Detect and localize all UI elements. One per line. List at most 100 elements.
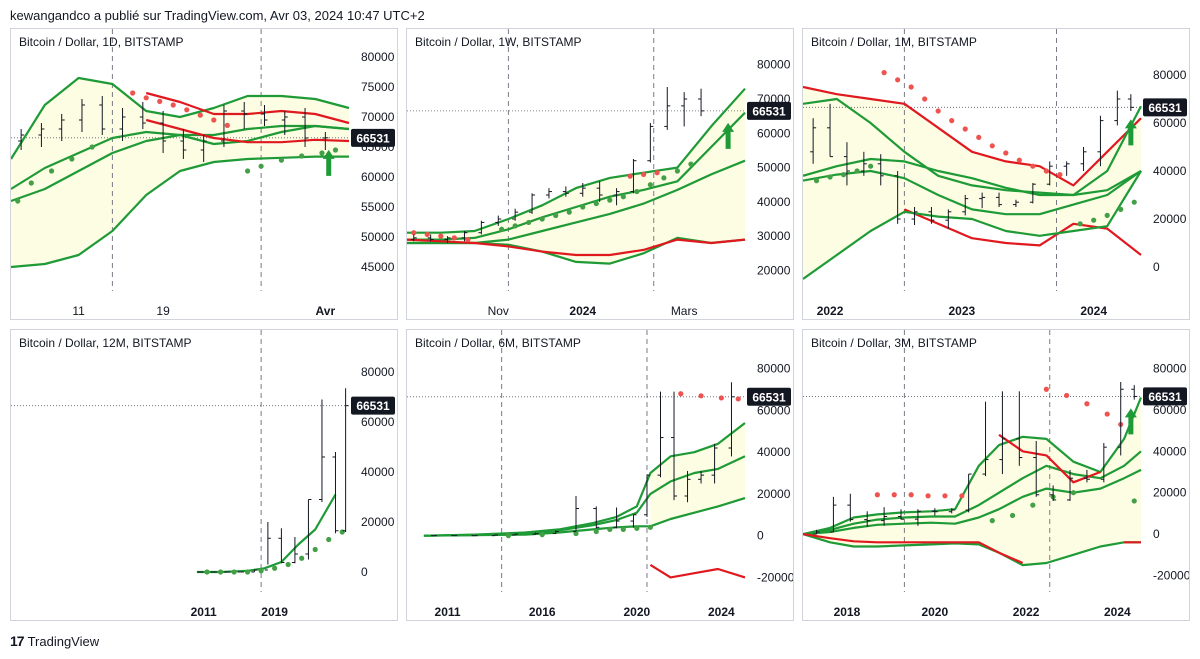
series-line-red_lower xyxy=(145,118,350,144)
ohlc-bar xyxy=(698,88,705,117)
last-price-label: 66531 xyxy=(356,131,390,145)
y-tick-label: 80000 xyxy=(757,58,791,72)
chart-title-1m: Bitcoin / Dollar, 1M, BITSTAMP xyxy=(811,35,977,49)
ohlc-bar xyxy=(220,105,227,147)
sar-dot-green xyxy=(1077,221,1083,227)
x-tick-label: 11 xyxy=(72,304,85,318)
last-price-label-bg xyxy=(1143,387,1187,406)
x-tick-label: 2019 xyxy=(261,605,288,619)
sar-dot-red xyxy=(170,102,176,108)
sar-dot-red xyxy=(1057,172,1063,178)
chart-panel-1w[interactable]: 20000 30000 40000 50000 60000 70000 80000 Nov 20… xyxy=(406,28,794,320)
ohlc-bar xyxy=(461,231,468,242)
sar-dot-green xyxy=(319,150,325,156)
ohlc-bar xyxy=(1097,115,1104,167)
ohlc-bar xyxy=(613,188,620,206)
up-arrow-icon xyxy=(1124,408,1137,435)
sar-dot-green xyxy=(272,565,278,571)
chart-title-1w: Bitcoin / Dollar, 1W, BITSTAMP xyxy=(415,35,582,49)
sar-dot-green xyxy=(326,536,332,543)
y-tick-label: 60000 xyxy=(361,415,395,429)
ohlc-bar xyxy=(78,99,85,132)
x-tick-label: 2024 xyxy=(1080,304,1107,318)
ohlc-bar xyxy=(911,207,918,225)
ohlc-bar xyxy=(99,96,106,135)
ohlc-bar xyxy=(512,533,519,536)
sar-dot-green xyxy=(674,168,680,174)
band-fill xyxy=(803,397,1141,566)
y-tick-label: 0 xyxy=(1153,260,1160,274)
ohlc-bar xyxy=(139,102,146,129)
ohlc-bar xyxy=(552,530,559,535)
chart-panel-12m[interactable]: 0 20000 40000 60000 80000 2011 2019 66531 Bitco… xyxy=(10,329,398,621)
ohlc-bar xyxy=(562,186,569,197)
up-arrow-icon xyxy=(722,122,735,149)
series-line-red_lower xyxy=(649,563,746,579)
sar-dot-red xyxy=(895,77,901,83)
ohlc-bar xyxy=(18,129,25,150)
sar-dot-green xyxy=(813,178,820,184)
sar-dot-red xyxy=(143,95,149,101)
ohlc-bar xyxy=(322,132,329,150)
ohlc-bar xyxy=(264,522,271,571)
sar-dot-green xyxy=(539,216,545,222)
sar-dot-green xyxy=(553,212,559,219)
sar-dot-red xyxy=(1064,392,1070,399)
footer-branding[interactable]: 17 TradingView xyxy=(10,633,99,649)
y-tick-label: 40000 xyxy=(361,465,395,479)
ohlc-bar xyxy=(647,123,654,163)
series-line-green_outer_upper xyxy=(407,87,746,234)
y-tick-label: 80000 xyxy=(1153,68,1187,82)
y-tick-label: 80000 xyxy=(361,50,395,64)
ohlc-bar xyxy=(302,108,309,147)
ohlc-bar xyxy=(1067,469,1074,501)
x-tick-label: 2022 xyxy=(1013,605,1040,619)
sar-dot-green xyxy=(312,546,318,553)
sar-dot-red xyxy=(654,170,660,176)
y-tick-label: 60000 xyxy=(1153,116,1187,130)
sar-dot-green xyxy=(1131,498,1137,504)
last-price-label: 66531 xyxy=(1148,101,1182,115)
ohlc-bar xyxy=(728,382,735,457)
ohlc-bar xyxy=(827,103,834,158)
series-line-green_basis xyxy=(803,157,1142,197)
last-price-label: 66531 xyxy=(356,399,390,413)
y-tick-label: 0 xyxy=(757,529,764,543)
ohlc-bar xyxy=(478,220,485,235)
chart-panel-3m[interactable]: -20000 0 20000 40000 60000 80000 2018 2020 2022 2… xyxy=(802,329,1190,621)
ohlc-bar xyxy=(1127,94,1134,111)
sar-dot-red xyxy=(438,233,444,239)
y-tick-label: 20000 xyxy=(757,487,791,501)
band-fill xyxy=(11,78,349,267)
ohlc-bar xyxy=(596,181,603,202)
sar-dot-red xyxy=(130,90,136,96)
last-price-label-bg xyxy=(747,101,791,120)
sar-dot-red xyxy=(678,391,684,397)
chart-panel-1m[interactable]: 0 20000 40000 60000 80000 2022 2023 2024 66531 B… xyxy=(802,28,1190,320)
series-line-green_upper xyxy=(803,97,1142,197)
ohlc-bar xyxy=(545,188,552,199)
sar-dot-green xyxy=(566,209,572,215)
chart-panel-1d[interactable]: 45000 50000 55000 60000 65000 70000 75000 80000… xyxy=(10,28,398,320)
series-line-green_lower xyxy=(803,533,1141,567)
x-tick-label: 2020 xyxy=(623,605,650,619)
y-tick-label: 55000 xyxy=(361,200,395,214)
sar-dot-green xyxy=(1009,512,1016,519)
sar-dot-red xyxy=(908,84,914,90)
ohlc-bar xyxy=(1100,443,1107,483)
sar-dot-red xyxy=(465,236,471,243)
sar-dot-green xyxy=(1091,217,1097,223)
chart-panel-6m[interactable]: -20000 0 20000 40000 60000 80000 2011 2016 2020 2… xyxy=(406,329,794,621)
ohlc-bar xyxy=(444,236,451,243)
chart-svg-6m: -20000 0 20000 40000 60000 80000 2011 2016 2020 2… xyxy=(407,330,793,619)
sar-dot-red xyxy=(1104,411,1110,417)
sar-dot-red xyxy=(197,112,203,118)
sar-dot-green xyxy=(688,161,694,167)
ohlc-bar xyxy=(681,92,688,127)
sar-dot-green xyxy=(526,219,532,226)
sar-dot-green xyxy=(278,157,284,163)
sar-dot-red xyxy=(718,395,724,401)
series-line-red_upper xyxy=(998,433,1101,484)
series-line-red_lower xyxy=(407,238,746,257)
ohlc-bar xyxy=(881,507,888,526)
